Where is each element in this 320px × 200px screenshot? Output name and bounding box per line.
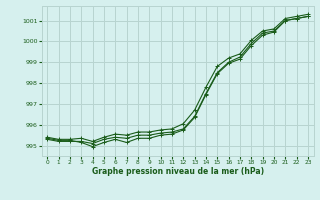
X-axis label: Graphe pression niveau de la mer (hPa): Graphe pression niveau de la mer (hPa) [92,167,264,176]
